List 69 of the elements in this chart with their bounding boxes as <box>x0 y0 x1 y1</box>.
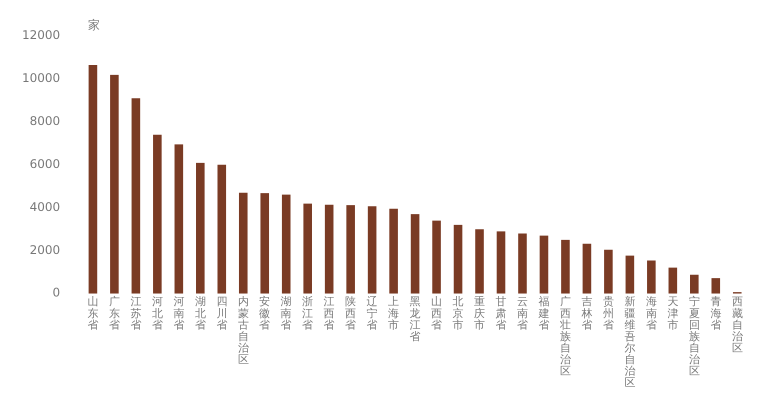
x-tick-label: 湖南省 <box>280 295 292 332</box>
bar <box>496 231 506 294</box>
x-tick-label: 河南省 <box>173 295 184 332</box>
x-tick-label: 宁夏回族自治区 <box>688 295 700 378</box>
bar <box>389 208 398 294</box>
x-tick-label: 上海市 <box>388 295 400 332</box>
x-tick-label: 江西省 <box>324 295 335 332</box>
bar <box>132 98 140 294</box>
x-tick-label: 吉林省 <box>580 295 592 332</box>
bar <box>626 256 634 294</box>
bar <box>346 205 355 294</box>
y-tick-label: 4000 <box>30 200 60 214</box>
y-tick-label: 12000 <box>22 28 60 42</box>
x-tick-label: 浙江省 <box>302 295 314 332</box>
bar <box>454 224 462 294</box>
bar <box>110 74 119 294</box>
y-tick-label: 8000 <box>30 114 60 128</box>
x-tick-label: 西藏自治区 <box>732 295 743 354</box>
x-tick-label: 黑龙江省 <box>410 295 421 343</box>
x-tick-label: 福建省 <box>537 295 550 332</box>
x-tick-label: 山西省 <box>431 295 442 332</box>
bar <box>582 244 592 294</box>
x-tick-label: 陕西省 <box>345 295 356 332</box>
bar <box>174 144 184 294</box>
x-tick-label: 广西壮族自治区 <box>558 295 571 378</box>
bar <box>561 240 570 294</box>
bar <box>540 236 548 294</box>
bar <box>324 204 334 294</box>
bar <box>196 162 205 294</box>
bar <box>711 278 720 294</box>
x-tick-label: 天津市 <box>667 295 678 332</box>
bar <box>432 220 441 294</box>
bar <box>647 260 656 294</box>
x-tick-label: 海南省 <box>646 295 657 332</box>
bar <box>260 193 270 294</box>
x-tick-label: 河北省 <box>152 295 163 332</box>
y-tick-label: 10000 <box>22 71 60 86</box>
x-tick-label: 贵州省 <box>602 295 614 332</box>
x-tick-label: 北京市 <box>452 295 464 332</box>
bar <box>690 274 699 294</box>
x-tick-label: 青海省 <box>710 295 722 332</box>
bar <box>282 194 291 294</box>
x-tick-label: 山东省 <box>87 295 98 332</box>
bar <box>668 268 678 294</box>
x-tick-label: 湖北省 <box>194 295 206 332</box>
bar <box>368 206 376 294</box>
bar <box>238 192 248 294</box>
y-axis-title: 家 <box>88 18 100 32</box>
x-tick-label: 云南省 <box>516 295 528 332</box>
bar <box>153 134 162 294</box>
y-tick-label: 0 <box>52 286 60 300</box>
bar <box>88 64 98 294</box>
bar <box>518 233 527 294</box>
bar <box>217 164 226 294</box>
x-tick-label: 安徽省 <box>259 295 270 332</box>
y-tick-label: 6000 <box>30 156 60 171</box>
bar <box>475 229 484 294</box>
x-tick-label: 江苏省 <box>130 295 142 332</box>
x-tick-label: 四川省 <box>216 295 228 332</box>
x-tick-label: 广东省 <box>108 295 120 332</box>
x-tick-label: 内蒙古自治区 <box>238 295 249 366</box>
bar <box>410 214 420 294</box>
x-tick-label: 甘肃省 <box>496 295 506 332</box>
x-tick-label: 新疆维吾尔自治区 <box>624 295 636 390</box>
bar <box>604 250 613 294</box>
x-tick-label: 辽宁省 <box>366 295 378 332</box>
y-tick-label: 2000 <box>30 242 60 257</box>
x-tick-label: 重庆市 <box>474 295 486 332</box>
bar <box>303 204 312 294</box>
